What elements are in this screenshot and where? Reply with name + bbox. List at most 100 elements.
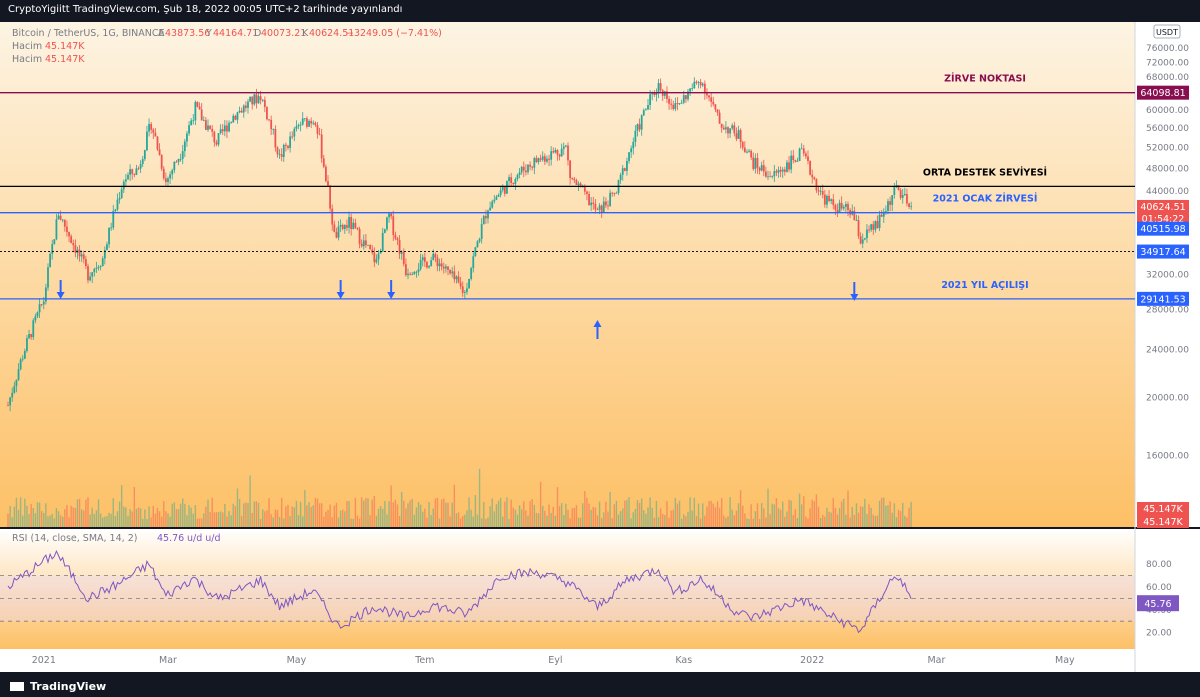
candle-body bbox=[484, 216, 487, 219]
currency-label: USDT bbox=[1156, 28, 1178, 37]
rsi-tick-label: 80.00 bbox=[1146, 560, 1172, 570]
candle-body bbox=[619, 174, 622, 180]
candle-body bbox=[508, 177, 510, 182]
volume-bar bbox=[727, 516, 729, 527]
candle-body bbox=[276, 147, 279, 155]
candle-body bbox=[910, 206, 913, 207]
candle-body bbox=[807, 156, 809, 161]
candle-body bbox=[417, 269, 420, 272]
candle-body bbox=[472, 256, 475, 269]
volume-bar bbox=[200, 518, 203, 527]
candle-body bbox=[261, 99, 264, 101]
candle-body bbox=[268, 119, 270, 121]
candle-body bbox=[823, 194, 826, 205]
candle-body bbox=[741, 141, 744, 148]
volume-bar bbox=[283, 518, 285, 527]
volume-bar bbox=[59, 515, 62, 527]
volume-bar bbox=[447, 502, 449, 527]
candle-body bbox=[124, 179, 127, 182]
volume-bar bbox=[792, 515, 794, 527]
candle-body bbox=[428, 265, 430, 268]
volume-bar bbox=[411, 498, 413, 527]
volume-bar bbox=[908, 507, 910, 527]
candle-body bbox=[289, 136, 292, 148]
candle-body bbox=[800, 148, 803, 150]
volume-bar bbox=[626, 499, 628, 527]
volume-bar bbox=[57, 511, 60, 527]
candle-body bbox=[682, 95, 685, 103]
candle-body bbox=[236, 112, 239, 120]
volume-bar bbox=[436, 497, 439, 527]
price-axis-background bbox=[1135, 22, 1200, 649]
tradingview-logo[interactable]: TradingView bbox=[10, 680, 106, 693]
volume-bar bbox=[295, 500, 298, 527]
volume-bar bbox=[264, 511, 266, 527]
candle-body bbox=[238, 110, 241, 113]
volume-bar bbox=[318, 503, 321, 527]
horizontal-levels[interactable]: ZİRVE NOKTASI ORTA DESTEK SEVİYESİ 2021 OC… bbox=[0, 74, 1135, 300]
volume-bar bbox=[862, 506, 864, 527]
candle-body bbox=[466, 288, 468, 293]
volume-bar bbox=[489, 506, 491, 527]
arrow-down-icon bbox=[336, 292, 345, 299]
candle-body bbox=[152, 129, 155, 133]
volume-bar bbox=[7, 513, 9, 527]
arrow-down-icon bbox=[387, 292, 396, 299]
volume-bar bbox=[62, 516, 64, 527]
volume-bar bbox=[782, 501, 784, 527]
candle-body bbox=[524, 170, 527, 173]
chart-svg[interactable]: ZİRVE NOKTASI ORTA DESTEK SEVİYESİ 2021 OC… bbox=[0, 22, 1200, 672]
rsi-tick-label: 20.00 bbox=[1146, 629, 1172, 639]
volume-bar bbox=[546, 515, 548, 527]
candle-body bbox=[186, 133, 188, 142]
volume-bar bbox=[150, 517, 152, 527]
candle-body bbox=[190, 120, 193, 126]
candle-body bbox=[607, 205, 609, 207]
candle-body bbox=[548, 158, 550, 160]
candle-body bbox=[611, 192, 614, 194]
candle-body bbox=[539, 158, 542, 160]
candle-body bbox=[240, 110, 243, 113]
candle-body bbox=[436, 257, 439, 267]
volume-bar bbox=[325, 511, 327, 527]
currency-badge[interactable]: USDT bbox=[1153, 24, 1181, 39]
legend-ohlc-key: Y bbox=[205, 28, 212, 39]
candle-body bbox=[181, 151, 184, 159]
volume-bar bbox=[657, 517, 660, 527]
candle-body bbox=[202, 120, 205, 122]
candle-body bbox=[573, 178, 576, 181]
volume-bar bbox=[26, 505, 28, 527]
candle-body bbox=[110, 227, 113, 229]
volume-bar bbox=[120, 485, 123, 527]
candle-body bbox=[219, 129, 222, 134]
volume-bar bbox=[590, 509, 592, 527]
candle-body bbox=[752, 157, 755, 169]
volume-bar bbox=[706, 506, 708, 527]
candle-body bbox=[659, 83, 662, 91]
volume-bar bbox=[529, 501, 531, 527]
candle-body bbox=[792, 155, 795, 161]
volume-bar bbox=[306, 505, 308, 527]
volume-bar bbox=[807, 518, 809, 527]
legend-volume-label-2: Hacim bbox=[12, 54, 42, 65]
candle-body bbox=[497, 195, 500, 197]
volume-bar bbox=[796, 518, 799, 527]
candle-body bbox=[171, 170, 174, 175]
candle-body bbox=[491, 201, 494, 208]
volume-bar bbox=[51, 513, 53, 527]
candle-body bbox=[769, 176, 772, 178]
candle-body bbox=[274, 128, 277, 148]
volume-bar bbox=[693, 497, 696, 527]
candle-body bbox=[777, 169, 780, 173]
candle-body bbox=[295, 126, 298, 129]
candle-body bbox=[630, 148, 633, 153]
chart-area[interactable]: ZİRVE NOKTASI ORTA DESTEK SEVİYESİ 2021 OC… bbox=[0, 22, 1200, 672]
candle-body bbox=[644, 109, 647, 111]
volume-bar bbox=[9, 506, 11, 527]
volume-bar bbox=[251, 512, 253, 527]
candle-body bbox=[798, 148, 801, 161]
volume-bar bbox=[891, 512, 893, 527]
candle-body bbox=[626, 161, 628, 171]
candle-body bbox=[346, 225, 348, 228]
